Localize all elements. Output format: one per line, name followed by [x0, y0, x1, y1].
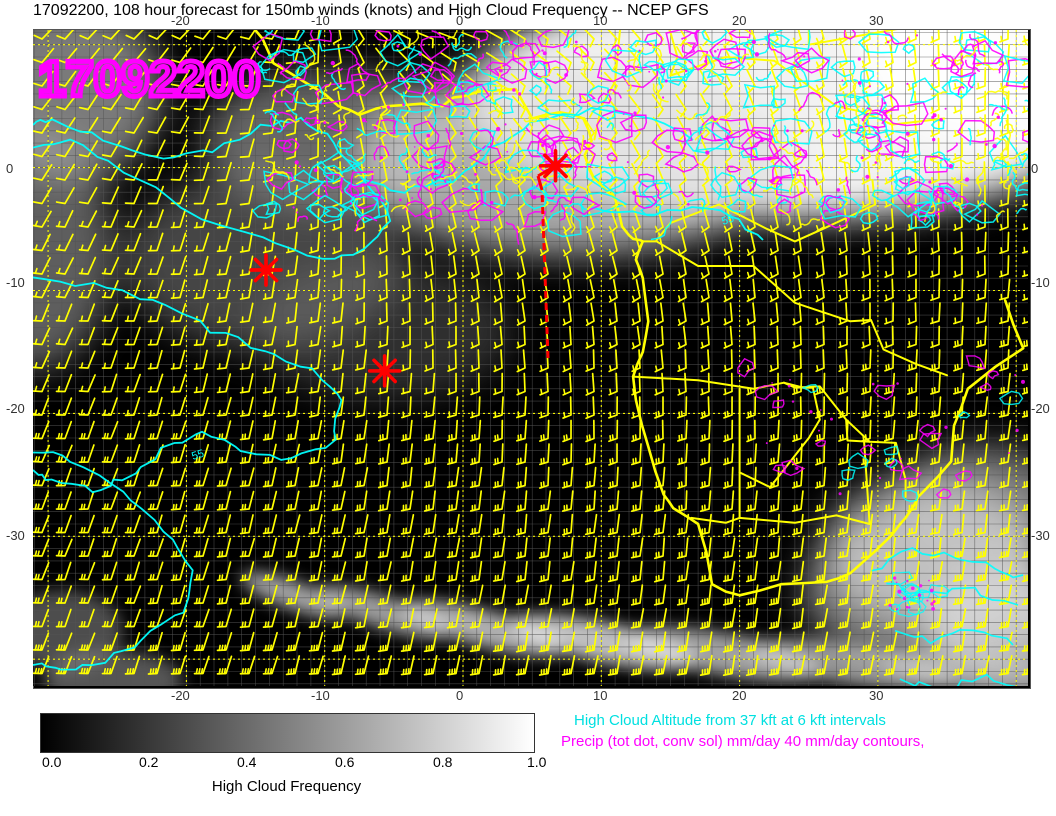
svg-text:17092200: 17092200 — [38, 51, 260, 107]
